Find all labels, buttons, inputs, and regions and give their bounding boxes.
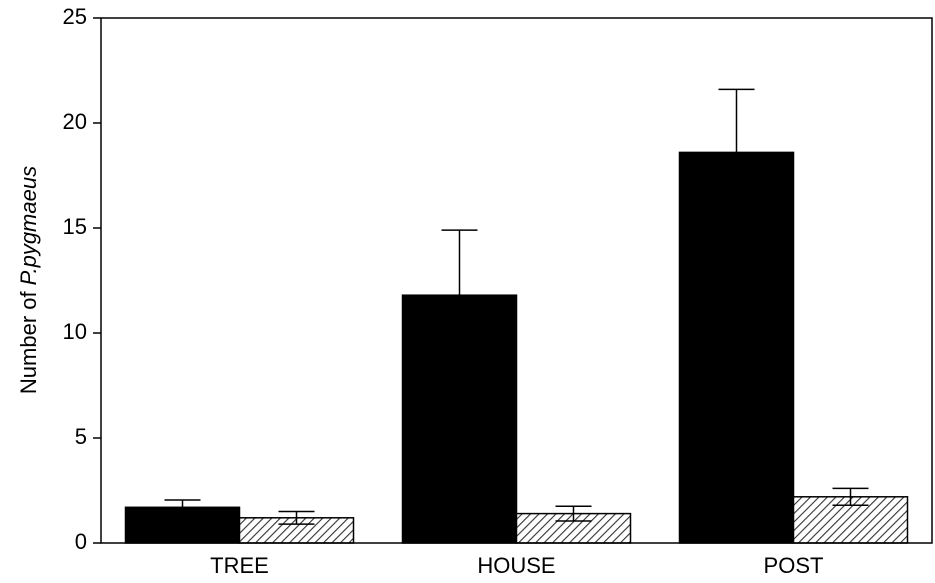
y-axis-label: Number of P.pygmaeus bbox=[16, 166, 41, 394]
y-tick-label: 15 bbox=[63, 214, 87, 239]
x-tick-label: POST bbox=[764, 553, 824, 578]
y-tick-label: 0 bbox=[75, 529, 87, 554]
bar bbox=[401, 294, 518, 544]
y-tick-label: 5 bbox=[75, 424, 87, 449]
y-tick-label: 10 bbox=[63, 319, 87, 344]
error-bar bbox=[555, 505, 592, 522]
bar bbox=[678, 151, 795, 544]
y-tick-label: 25 bbox=[63, 4, 87, 29]
x-tick-label: TREE bbox=[210, 553, 269, 578]
y-tick-label: 20 bbox=[63, 109, 87, 134]
plot-frame bbox=[100, 17, 933, 544]
y-axis-label-plain: Number of bbox=[16, 290, 41, 394]
error-bar bbox=[832, 487, 869, 506]
x-tick-label: HOUSE bbox=[477, 553, 555, 578]
error-bar bbox=[441, 229, 478, 296]
error-bar bbox=[164, 499, 201, 508]
y-axis-label-italic: P.pygmaeus bbox=[16, 166, 41, 285]
error-bar bbox=[718, 88, 755, 153]
bar bbox=[124, 506, 241, 544]
error-bar bbox=[278, 510, 315, 525]
